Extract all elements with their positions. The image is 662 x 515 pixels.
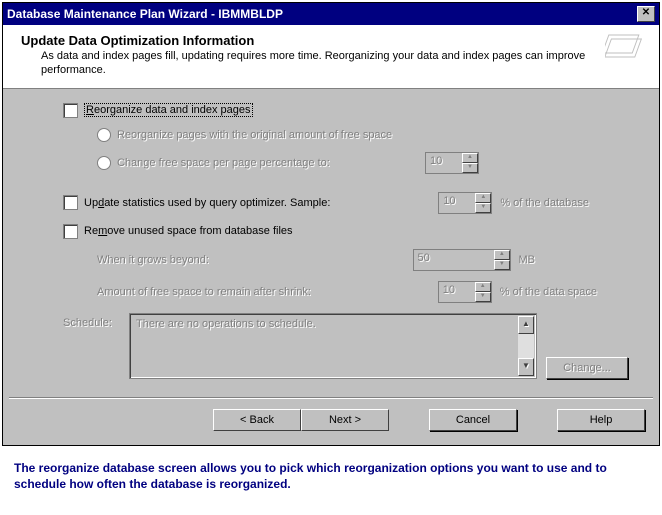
options-panel: Reorganize data and index pages Reorgani…	[3, 89, 659, 385]
remove-space-label: Remove unused space from database files	[84, 225, 293, 237]
grows-beyond-row: When it grows beyond: 50 ▲▼ MB	[97, 249, 629, 271]
page-description: As data and index pages fill, updating r…	[21, 50, 647, 78]
schedule-row: Schedule: There are no operations to sch…	[63, 313, 629, 379]
shrink-freespace-row: Amount of free space to remain after shr…	[97, 281, 629, 303]
server-decoration-icon	[605, 29, 649, 59]
wizard-buttons: < Back Next > Cancel Help	[3, 409, 659, 445]
window-title: Database Maintenance Plan Wizard - IBMMB…	[7, 7, 283, 21]
wizard-window: Database Maintenance Plan Wizard - IBMMB…	[2, 2, 660, 446]
remove-space-checkbox[interactable]	[63, 224, 78, 239]
shrink-label: Amount of free space to remain after shr…	[97, 286, 311, 298]
reorg-radio-original-row: Reorganize pages with the original amoun…	[97, 128, 629, 142]
freespace-percent-spinner: 10 ▲▼	[425, 152, 479, 174]
reorg-radio-percent-row: Change free space per page percentage to…	[97, 152, 629, 174]
reorg-radio-original	[97, 128, 111, 142]
grows-beyond-label: When it grows beyond:	[97, 254, 209, 266]
shrink-percent-spinner: 10 ▲▼	[438, 281, 492, 303]
page-title: Update Data Optimization Information	[21, 33, 647, 48]
titlebar: Database Maintenance Plan Wizard - IBMMB…	[3, 3, 659, 25]
schedule-label: Schedule:	[63, 313, 129, 379]
reorganize-checkbox-row[interactable]: Reorganize data and index pages	[63, 103, 629, 118]
figure-caption: The reorganize database screen allows yo…	[0, 448, 662, 500]
separator	[9, 397, 653, 399]
remove-space-row[interactable]: Remove unused space from database files	[63, 224, 629, 239]
help-button[interactable]: Help	[557, 409, 645, 431]
update-stats-checkbox[interactable]	[63, 195, 78, 210]
reorganize-checkbox[interactable]	[63, 103, 78, 118]
reorg-radio-percent-label: Change free space per page percentage to…	[117, 157, 330, 169]
wizard-header: Update Data Optimization Information As …	[3, 25, 659, 89]
reorg-radio-original-label: Reorganize pages with the original amoun…	[117, 129, 392, 141]
shrink-suffix: % of the data space	[500, 286, 597, 298]
scroll-up-icon: ▲	[518, 316, 534, 334]
schedule-scrollbar: ▲ ▼	[518, 316, 534, 376]
schedule-box: There are no operations to schedule. ▲ ▼	[129, 313, 537, 379]
sample-suffix: % of the database	[500, 197, 589, 209]
spinner-buttons: ▲▼	[462, 153, 478, 173]
update-stats-row[interactable]: Update statistics used by query optimize…	[63, 192, 629, 214]
grows-suffix: MB	[519, 254, 536, 266]
reorg-radio-percent	[97, 156, 111, 170]
update-stats-label: Update statistics used by query optimize…	[84, 197, 330, 209]
back-button[interactable]: < Back	[213, 409, 301, 431]
next-button[interactable]: Next >	[301, 409, 389, 431]
scroll-down-icon: ▼	[518, 358, 534, 376]
cancel-button[interactable]: Cancel	[429, 409, 517, 431]
schedule-text: There are no operations to schedule.	[136, 318, 316, 374]
close-icon[interactable]: ✕	[637, 6, 655, 22]
reorganize-label: Reorganize data and index pages	[84, 103, 253, 117]
change-button: Change...	[546, 357, 628, 379]
sample-percent-spinner: 10 ▲▼	[438, 192, 492, 214]
grows-beyond-spinner: 50 ▲▼	[413, 249, 511, 271]
